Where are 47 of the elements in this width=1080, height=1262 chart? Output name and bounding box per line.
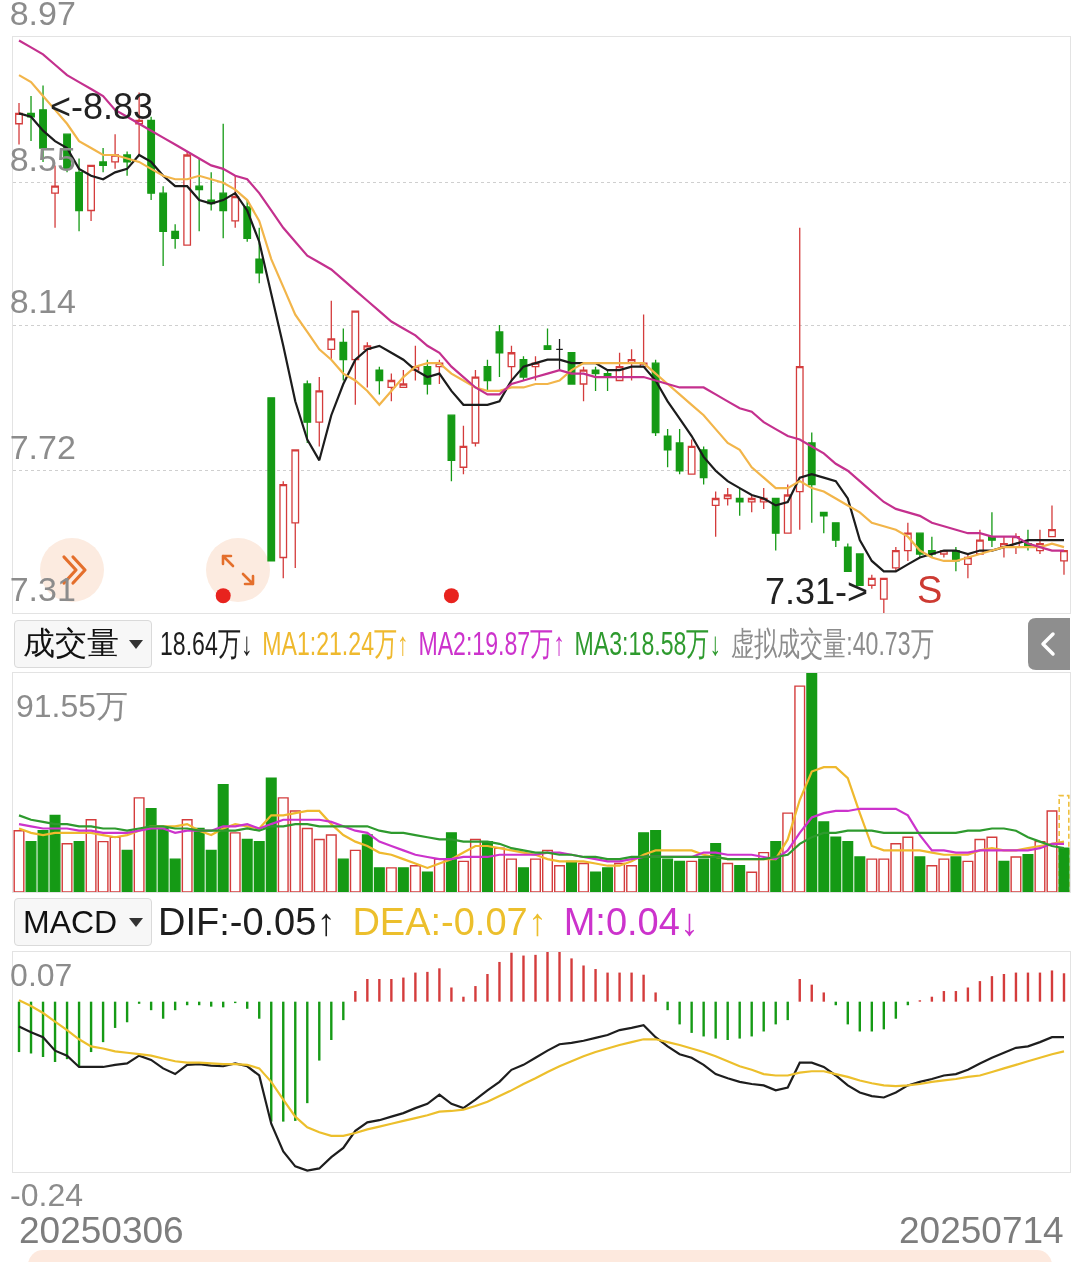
bar: [337, 858, 349, 892]
bar: [566, 860, 578, 892]
text: 虚拟成交量:40.73万: [730, 623, 934, 664]
y-tick-label: 7.31: [9, 570, 76, 609]
bar: [914, 856, 926, 892]
bar: [1022, 854, 1034, 892]
bar: [133, 797, 145, 892]
bar: [397, 867, 409, 892]
chart-title: MACD: [23, 903, 118, 941]
bar: [722, 862, 734, 892]
bar: [421, 871, 433, 892]
bar: [121, 849, 133, 892]
bar: [61, 843, 73, 892]
bar: [73, 840, 85, 892]
bar: [578, 862, 590, 892]
bar: [1058, 847, 1070, 892]
text: DEA:-0.07↑: [352, 900, 547, 944]
text: MA3:18.58万↓: [574, 623, 721, 664]
text: MA2:19.87万↑: [418, 623, 565, 664]
annotation: 7.31->: [765, 571, 869, 612]
bar: [181, 819, 193, 892]
text: MA1:21.24万↑: [262, 623, 409, 664]
y-tick-label: 8.14: [9, 282, 76, 321]
text: M:0.04↓: [563, 900, 699, 944]
y-tick-label: 8.97: [9, 0, 76, 33]
y-tick-label: -0.24: [10, 1176, 84, 1213]
text: 18.64万↓: [160, 623, 253, 664]
y-tick-label: 0.07: [10, 956, 73, 993]
bar: [13, 829, 25, 892]
bar: [950, 856, 962, 892]
annotation: 91.55万: [16, 688, 129, 724]
chart-title: 成交量: [23, 624, 119, 663]
bar: [229, 832, 241, 892]
bar: [445, 832, 457, 892]
bar: [349, 849, 361, 892]
text: 20250306: [19, 1210, 184, 1251]
bar: [517, 867, 529, 892]
bar: [1010, 856, 1022, 892]
bar: [734, 865, 746, 892]
y-tick-label: 7.72: [9, 427, 76, 466]
bar: [409, 865, 421, 892]
bar: [385, 867, 397, 892]
bar: [686, 860, 698, 892]
text: DIF:-0.05↑: [158, 900, 336, 944]
text: 20250714: [899, 1210, 1064, 1251]
annotation: S: [917, 569, 943, 611]
bar: [998, 860, 1010, 892]
